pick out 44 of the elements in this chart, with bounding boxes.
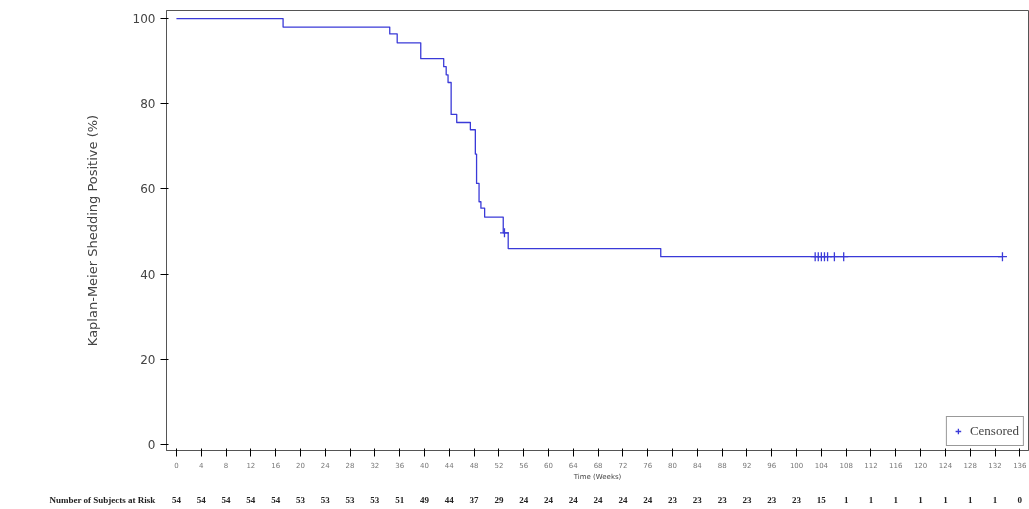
text: 54 — [271, 495, 281, 505]
text: 54 — [221, 495, 232, 505]
text: 53 — [320, 495, 331, 505]
text: 54 — [171, 495, 182, 505]
text: 23 — [742, 495, 752, 505]
text: 1 — [893, 495, 899, 505]
text: 24 — [519, 495, 529, 505]
text: 44 — [444, 495, 455, 505]
text: 24 — [643, 495, 653, 505]
text: 24 — [593, 495, 604, 505]
text: 1 — [943, 495, 949, 505]
text: 29 — [494, 495, 504, 505]
y-tick-label: 20 — [140, 352, 156, 367]
text: Number of Subjects at Risk — [49, 495, 156, 505]
text: 54 — [196, 495, 207, 505]
text: 24 — [618, 495, 628, 505]
text: 1 — [967, 495, 973, 505]
y-tick-label: 0 — [147, 438, 156, 453]
y-tick-label: 100 — [132, 12, 156, 27]
y-axis-title: Kaplan-Meier Shedding Positive (%) — [84, 114, 100, 347]
text: 23 — [692, 495, 703, 505]
text: 24 — [544, 495, 554, 505]
text: 49 — [419, 495, 430, 505]
text: 24 — [568, 495, 579, 505]
legend-label: Censored — [969, 423, 1019, 439]
text: 54 — [246, 495, 256, 505]
text: 23 — [767, 495, 777, 505]
text: 23 — [717, 495, 728, 505]
text: 1 — [918, 495, 924, 505]
text: 1 — [843, 495, 849, 505]
text: 0 — [1017, 495, 1023, 505]
text: 53 — [370, 495, 380, 505]
y-tick-label: 80 — [140, 97, 156, 112]
text: 37 — [469, 495, 480, 505]
text: 1 — [992, 495, 998, 505]
text: 51 — [395, 495, 405, 505]
text: 23 — [792, 495, 802, 505]
text: 53 — [345, 495, 356, 505]
y-tick-label: 60 — [140, 182, 156, 197]
text: 15 — [816, 495, 827, 505]
text: 1 — [868, 495, 874, 505]
text: 53 — [295, 495, 306, 505]
y-tick-label: 40 — [140, 267, 156, 282]
text: 23 — [668, 495, 678, 505]
